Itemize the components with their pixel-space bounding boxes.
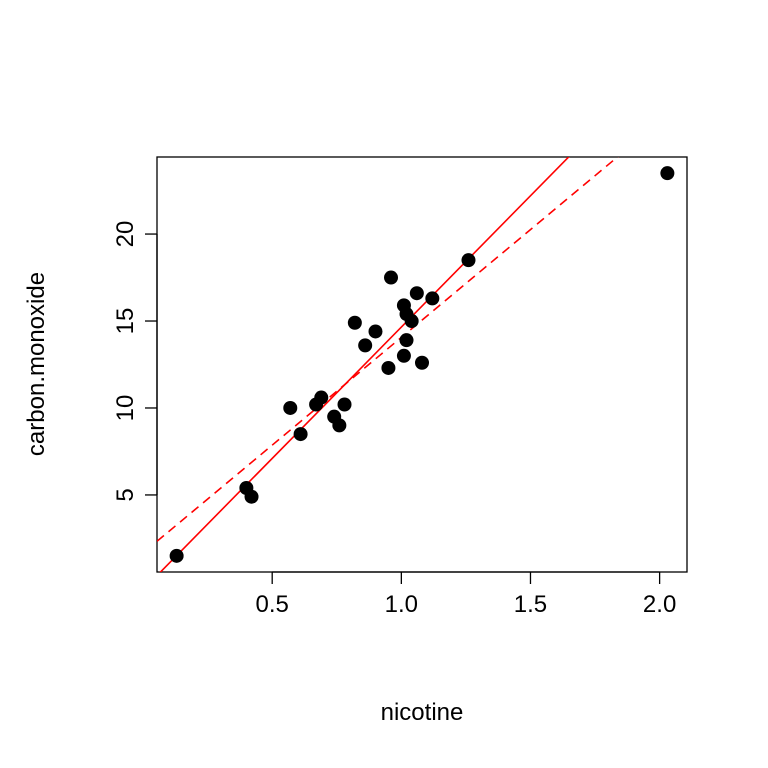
x-tick-label: 2.0: [643, 591, 676, 618]
y-tick-label: 15: [112, 308, 139, 335]
data-point: [396, 298, 411, 313]
data-point: [368, 324, 383, 339]
data-point: [327, 409, 342, 424]
data-point: [384, 270, 399, 285]
y-tick-label: 10: [112, 395, 139, 422]
data-point: [399, 333, 414, 348]
y-tick-label: 20: [112, 221, 139, 248]
data-point: [381, 360, 396, 375]
data-point: [314, 390, 329, 405]
data-point: [358, 338, 373, 353]
regression-line-solid: [159, 157, 570, 572]
data-point: [293, 427, 308, 442]
data-point: [283, 400, 298, 415]
x-tick-label: 1.5: [514, 591, 547, 618]
data-point: [415, 355, 429, 370]
x-axis-label: nicotine: [381, 699, 464, 726]
x-tick-label: 1.0: [385, 591, 418, 618]
data-point: [409, 286, 424, 301]
data-point: [660, 166, 675, 181]
data-point: [347, 315, 362, 330]
data-point: [461, 253, 476, 268]
y-axis-label: carbon.monoxide: [23, 272, 50, 456]
data-point: [396, 348, 411, 363]
data-point: [337, 397, 352, 412]
data-point: [425, 291, 440, 306]
data-point: [244, 489, 259, 504]
x-tick-label: 0.5: [256, 591, 289, 618]
y-tick-label: 5: [112, 488, 139, 501]
data-point: [169, 548, 184, 563]
regression-line-dashed: [157, 157, 619, 542]
